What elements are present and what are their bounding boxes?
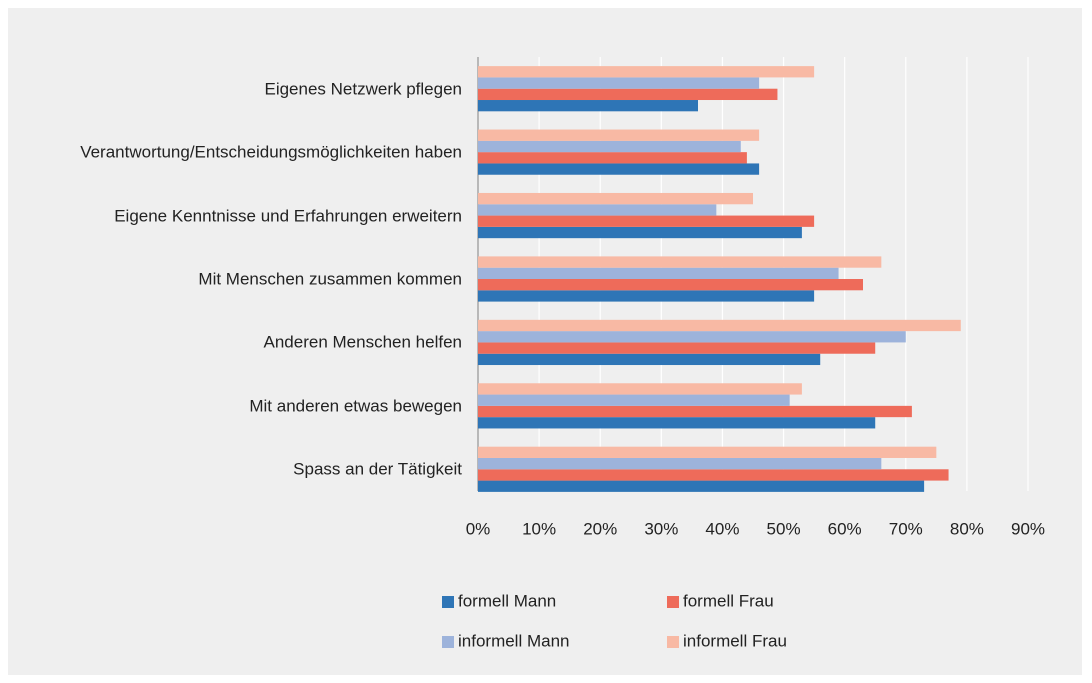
bar xyxy=(478,446,937,458)
y-tick-label: Verantwortung/Entscheidungsmöglichkeiten… xyxy=(80,141,462,164)
legend-swatch xyxy=(442,636,454,648)
bar xyxy=(478,152,747,164)
bar xyxy=(478,331,906,343)
x-tick-label: 80% xyxy=(950,519,984,538)
bar xyxy=(478,353,821,366)
bar xyxy=(478,405,912,418)
bar xyxy=(478,394,790,406)
bar xyxy=(478,100,698,112)
y-tick-label: Eigenes Netzwerk pflegen xyxy=(264,77,462,100)
y-tick-label: Mit anderen etwas bewegen xyxy=(249,394,462,417)
y-tick-text: Mit anderen etwas bewegen xyxy=(249,396,462,416)
bar xyxy=(478,469,949,481)
x-tick-label: 0% xyxy=(466,519,491,538)
bar xyxy=(478,140,741,153)
bar xyxy=(478,417,876,429)
bar xyxy=(478,129,760,141)
x-tick-label: 40% xyxy=(705,519,739,538)
bar xyxy=(478,267,839,279)
bar xyxy=(478,204,717,216)
y-tick-text: Eigenes Netzwerk pflegen xyxy=(264,79,462,99)
x-tick-label: 10% xyxy=(522,519,556,538)
bar xyxy=(478,319,961,332)
x-tick-label: 30% xyxy=(644,519,678,538)
x-tick-label: 90% xyxy=(1011,519,1045,538)
bar xyxy=(478,77,760,89)
legend-label: informell Frau xyxy=(683,631,787,650)
bar xyxy=(478,88,778,101)
legend-swatch xyxy=(667,636,679,648)
bar xyxy=(478,457,882,470)
y-tick-text: Anderen Menschen helfen xyxy=(263,332,462,352)
y-tick-label: Eigene Kenntnisse und Erfahrungen erweit… xyxy=(114,204,462,227)
legend-label: informell Mann xyxy=(458,631,570,650)
y-tick-text: Spass an der Tätigkeit xyxy=(293,459,462,479)
bar xyxy=(478,192,753,205)
y-tick-label: Mit Menschen zusammen kommen xyxy=(198,268,462,291)
bar xyxy=(478,226,802,239)
legend-swatch xyxy=(442,596,454,608)
bar xyxy=(478,480,925,492)
bar xyxy=(478,163,760,175)
bar xyxy=(478,256,882,268)
y-tick-text: Verantwortung/Entscheidungsmöglichkeiten… xyxy=(80,142,462,162)
y-tick-label: Anderen Menschen helfen xyxy=(264,331,462,354)
bar xyxy=(478,66,815,78)
bar xyxy=(478,290,815,302)
legend-label: formell Frau xyxy=(683,591,774,610)
y-tick-label: Spass an der Tätigkeit xyxy=(293,458,462,481)
x-tick-label: 20% xyxy=(583,519,617,538)
y-tick-text: Mit Menschen zusammen kommen xyxy=(198,269,462,289)
bar xyxy=(478,383,802,395)
legend-label: formell Mann xyxy=(458,591,556,610)
bar xyxy=(478,279,863,291)
x-tick-label: 70% xyxy=(889,519,923,538)
x-tick-label: 60% xyxy=(828,519,862,538)
y-tick-text: Eigene Kenntnisse und Erfahrungen erweit… xyxy=(114,206,462,226)
bar xyxy=(478,342,876,354)
x-tick-label: 50% xyxy=(767,519,801,538)
bar xyxy=(478,215,815,227)
legend-swatch xyxy=(667,596,679,608)
